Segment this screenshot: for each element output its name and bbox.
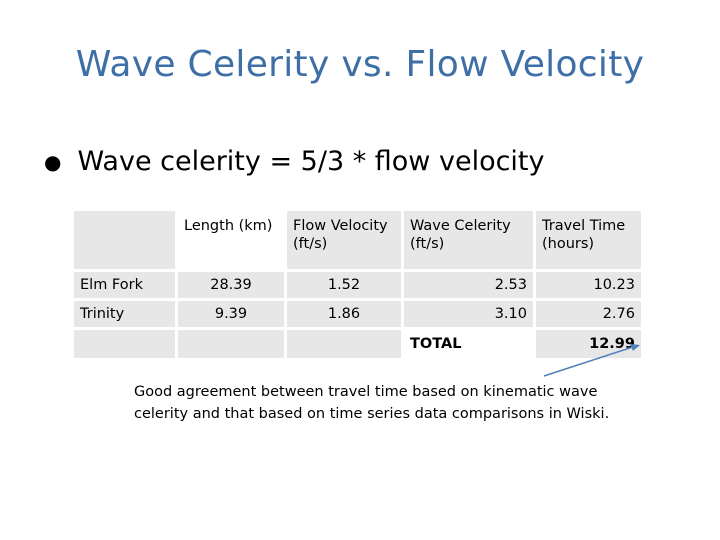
bullet-point: ● Wave celerity = 5/3 * flow velocity: [44, 146, 545, 177]
table-cell: [74, 330, 175, 358]
table-header-row: Length (km) Flow Velocity (ft/s) Wave Ce…: [74, 211, 641, 269]
table-row: Elm Fork 28.39 1.52 2.53 10.23: [74, 272, 641, 298]
table-cell: [178, 330, 284, 358]
slide-title: Wave Celerity vs. Flow Velocity: [75, 44, 645, 85]
table-cell: 9.39: [178, 301, 284, 327]
table-row: Trinity 9.39 1.86 3.10 2.76: [74, 301, 641, 327]
table-cell: 1.52: [287, 272, 401, 298]
table-cell: 3.10: [404, 301, 533, 327]
travel-time-table: Length (km) Flow Velocity (ft/s) Wave Ce…: [71, 208, 644, 361]
total-value: 12.99: [536, 330, 641, 358]
arrow-head-icon: [630, 344, 640, 351]
note-text: Good agreement between travel time based…: [134, 384, 610, 422]
table-cell: 2.53: [404, 272, 533, 298]
bullet-dot-icon: ●: [44, 149, 62, 174]
total-label: TOTAL: [410, 336, 462, 352]
table-total-row: TOTAL 12.99: [74, 330, 641, 358]
table-header-cell: Wave Celerity (ft/s): [404, 211, 533, 269]
table-header-cell: Travel Time (hours): [536, 211, 641, 269]
table-cell: [287, 330, 401, 358]
table-cell: 10.23: [536, 272, 641, 298]
table-cell: 28.39: [178, 272, 284, 298]
table-header-cell: [74, 211, 175, 269]
table-header-cell: Flow Velocity (ft/s): [287, 211, 401, 269]
table-header-cell: Length (km): [184, 218, 273, 234]
arrow-line: [543, 345, 637, 377]
bullet-text: Wave celerity = 5/3 * flow velocity: [77, 146, 545, 177]
table-cell: Trinity: [74, 301, 175, 327]
table-cell: 2.76: [536, 301, 641, 327]
table-cell: Elm Fork: [74, 272, 175, 298]
table-cell: 1.86: [287, 301, 401, 327]
